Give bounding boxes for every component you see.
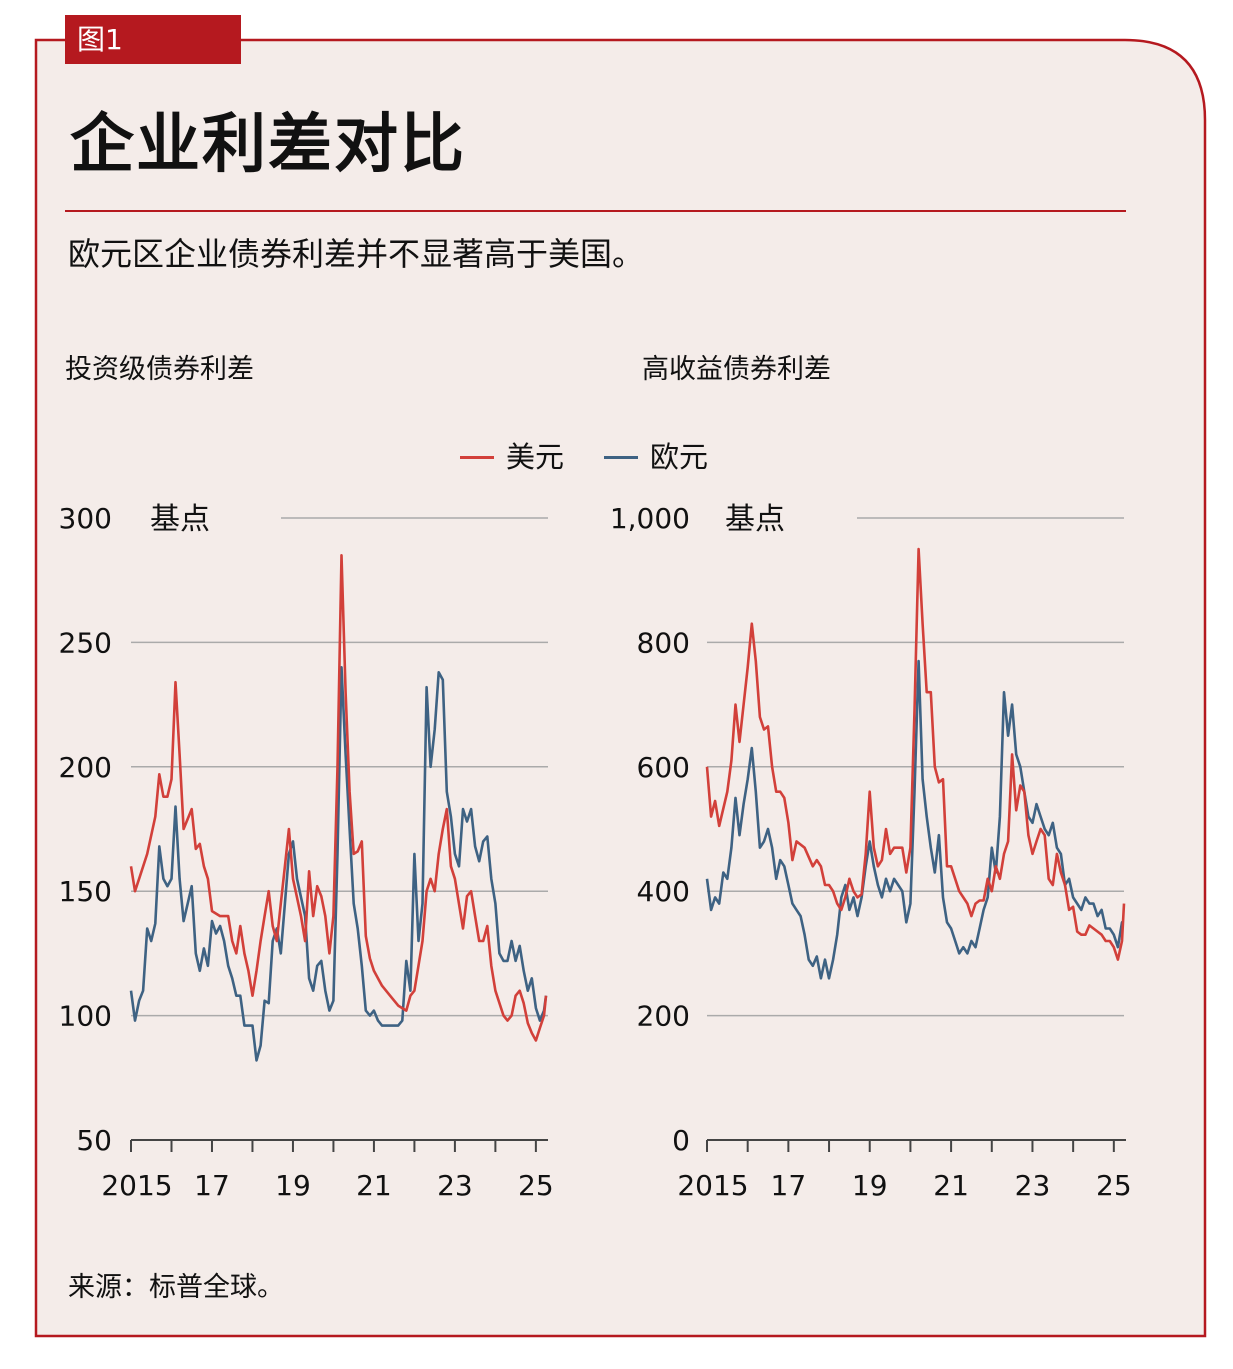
x-tick-label-1: 17 <box>194 1169 230 1202</box>
page-title: 企业利差对比 <box>70 108 466 182</box>
y-tick-label-4: 800 <box>637 626 690 659</box>
y-tick-label-2: 150 <box>59 875 112 908</box>
y-unit-label: 基点 <box>725 502 785 537</box>
legend: 美元 欧元 <box>460 437 748 477</box>
y-tick-label-1: 100 <box>59 1000 112 1033</box>
legend-label-usd: 美元 <box>506 440 565 474</box>
legend-swatch-eur <box>604 455 639 459</box>
series-line-usd <box>129 554 548 1042</box>
legend-label-eur: 欧元 <box>650 440 709 474</box>
y-tick-label-1: 200 <box>637 1000 690 1033</box>
source-note: 来源：标普全球。 <box>68 1272 284 1303</box>
x-tick-label-4: 23 <box>437 1169 473 1202</box>
y-tick-label-3: 600 <box>637 751 690 784</box>
legend-swatch-usd <box>460 455 494 459</box>
series-line-eur <box>705 659 1124 980</box>
series-line-usd <box>705 547 1126 961</box>
y-tick-label-5: 300 <box>59 502 112 535</box>
figure-tag: 图1 <box>65 15 241 64</box>
x-tick-label-3: 21 <box>933 1169 969 1202</box>
x-tick-label-2: 19 <box>275 1169 311 1202</box>
chart-title-high-yield: 高收益债券利差 <box>642 354 831 385</box>
y-tick-label-3: 200 <box>59 751 112 784</box>
x-tick-label-1: 17 <box>771 1169 807 1202</box>
legend-item-eur: 欧元 <box>604 437 708 477</box>
y-tick-label-0: 50 <box>76 1124 112 1157</box>
x-tick-label-2: 19 <box>852 1169 888 1202</box>
x-tick-label-5: 25 <box>1096 1169 1132 1202</box>
figure-border <box>34 38 1207 1338</box>
x-tick-label-0: 2015 <box>101 1169 172 1202</box>
legend-item-usd: 美元 <box>460 437 564 477</box>
subtitle: 欧元区企业债券利差并不显著高于美国。 <box>68 235 645 273</box>
y-tick-label-0: 0 <box>672 1124 690 1157</box>
series-line-eur <box>129 666 548 1062</box>
chart-title-investment-grade: 投资级债券利差 <box>65 354 254 385</box>
y-tick-label-4: 250 <box>59 626 112 659</box>
x-tick-label-5: 25 <box>518 1169 554 1202</box>
x-tick-label-0: 2015 <box>677 1169 748 1202</box>
y-tick-label-2: 400 <box>637 875 690 908</box>
y-tick-label-5: 1,000 <box>610 502 690 535</box>
title-divider <box>65 210 1126 212</box>
y-unit-label: 基点 <box>150 502 210 537</box>
x-tick-label-3: 21 <box>356 1169 392 1202</box>
x-tick-label-4: 23 <box>1015 1169 1051 1202</box>
